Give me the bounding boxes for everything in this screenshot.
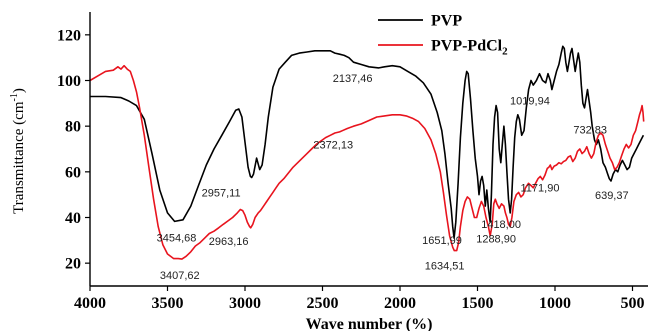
- x-tick-label: 3000: [229, 295, 261, 312]
- peak-annotation: 732,83: [573, 124, 607, 136]
- legend-label-text: PVP-PdCl: [431, 38, 503, 55]
- y-tick-label: 80: [65, 119, 81, 136]
- x-tick-label: 2500: [307, 295, 339, 312]
- y-tick-label: 20: [65, 256, 81, 273]
- peak-annotation: 2137,46: [333, 73, 373, 85]
- legend-label: PVP: [431, 13, 462, 30]
- y-axis-label-superscript: -1: [9, 93, 20, 101]
- peak-annotation: 1019,94: [510, 96, 550, 108]
- y-axis-label-close: ): [11, 88, 27, 93]
- y-axis-label-main: Transmittance (cm: [11, 101, 27, 214]
- x-tick-label: 3500: [152, 295, 184, 312]
- x-tick-label: 1000: [539, 295, 571, 312]
- legend-label: PVP-PdCl2: [431, 38, 508, 58]
- annotation-layer: 3454,68 3407,62 2957,11 2963,16 2372,13 2137,…: [157, 73, 629, 282]
- y-tick-label: 60: [65, 164, 81, 181]
- peak-annotation: 2957,11: [202, 188, 241, 200]
- series-line-pvp-pdcl2: [89, 64, 645, 260]
- series-layer: [89, 45, 645, 260]
- x-tick-label: 2000: [384, 295, 416, 312]
- peak-annotation: 639,37: [595, 190, 629, 202]
- y-tick-label: 100: [57, 73, 81, 90]
- x-tick-label: 500: [621, 295, 645, 312]
- peak-annotation: 1634,51: [425, 261, 465, 273]
- series-line-pvp: [90, 45, 645, 239]
- peak-annotation: 2963,16: [209, 236, 249, 248]
- legend-label-text: PVP: [431, 13, 462, 30]
- y-tick-label: 120: [57, 27, 81, 44]
- y-axis-label: Transmittance (cm-1): [9, 88, 27, 214]
- peak-annotation: 1171,90: [520, 182, 559, 194]
- peak-annotation: 1418,00: [481, 219, 521, 231]
- peak-annotation: 3454,68: [157, 232, 197, 244]
- peak-annotation: 2372,13: [313, 140, 353, 152]
- x-tick-label: 1500: [462, 295, 494, 312]
- peak-annotation: 3407,62: [160, 270, 200, 282]
- legend: PVP PVP-PdCl2: [378, 13, 508, 58]
- axis-layer: 4000 3500 3000 2500 2000 1500 1000 500 20 40 60 80 1…: [9, 12, 648, 331]
- y-tick-label: 40: [65, 210, 81, 227]
- x-axis-label: Wave number (%): [306, 316, 433, 331]
- peak-annotation: 1651,99: [422, 235, 462, 247]
- peak-annotation: 1288,90: [476, 234, 516, 246]
- legend-label-subscript: 2: [502, 46, 508, 58]
- x-tick-label: 4000: [74, 295, 106, 312]
